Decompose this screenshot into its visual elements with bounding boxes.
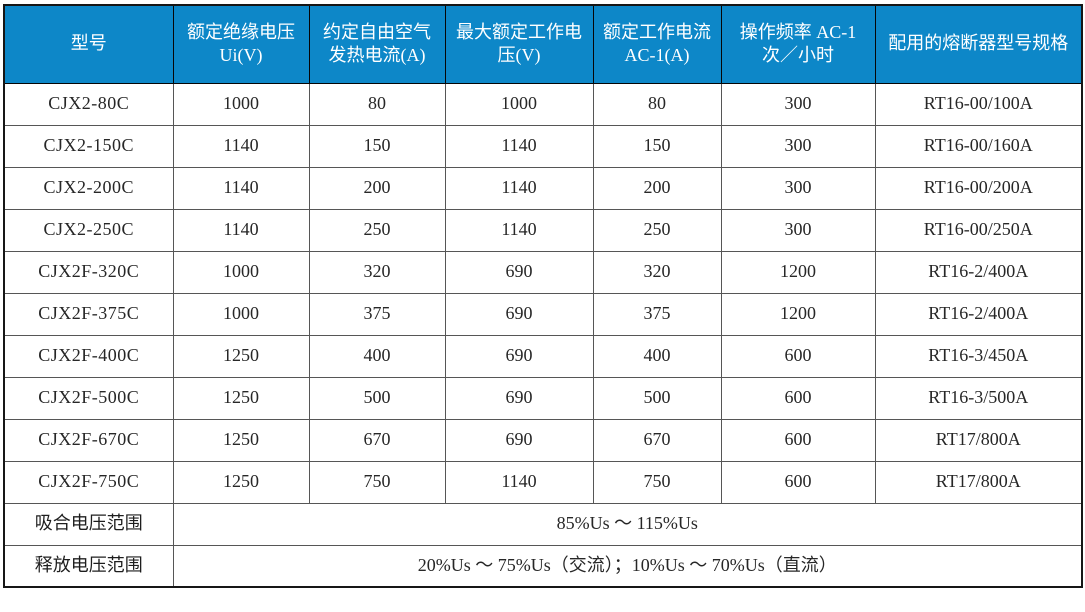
table-row: CJX2-250C 1140 250 1140 250 300 RT16-00/…	[3, 208, 1083, 252]
value-cell: 150	[592, 124, 722, 168]
value-cell: 750	[308, 460, 446, 504]
value-cell: 690	[444, 418, 594, 462]
value-cell: 500	[592, 376, 722, 420]
value-cell: 1000	[444, 82, 594, 126]
release-voltage-label: 释放电压范围	[3, 544, 174, 588]
fuse-spec-cell: RT16-00/160A	[874, 124, 1083, 168]
value-cell: 200	[592, 166, 722, 210]
model-cell: CJX2-200C	[3, 166, 174, 210]
value-cell: 80	[592, 82, 722, 126]
col-header-max-working-voltage: 最大额定工作电压(V)	[444, 4, 594, 84]
value-cell: 690	[444, 292, 594, 336]
model-cell: CJX2-80C	[3, 82, 174, 126]
value-cell: 600	[720, 334, 876, 378]
fuse-spec-cell: RT16-3/450A	[874, 334, 1083, 378]
fuse-spec-cell: RT17/800A	[874, 460, 1083, 504]
header-row: 型号 额定绝缘电压 Ui(V) 约定自由空气发热电流(A) 最大额定工作电压(V…	[3, 4, 1083, 84]
pickup-voltage-label: 吸合电压范围	[3, 502, 174, 546]
value-cell: 250	[308, 208, 446, 252]
model-cell: CJX2F-375C	[3, 292, 174, 336]
value-cell: 1250	[172, 418, 310, 462]
table-row: CJX2-200C 1140 200 1140 200 300 RT16-00/…	[3, 166, 1083, 210]
value-cell: 400	[592, 334, 722, 378]
value-cell: 1250	[172, 334, 310, 378]
fuse-spec-cell: RT17/800A	[874, 418, 1083, 462]
value-cell: 600	[720, 460, 876, 504]
value-cell: 375	[308, 292, 446, 336]
fuse-spec-cell: RT16-00/200A	[874, 166, 1083, 210]
value-cell: 1000	[172, 250, 310, 294]
value-cell: 300	[720, 208, 876, 252]
model-cell: CJX2-150C	[3, 124, 174, 168]
value-cell: 670	[308, 418, 446, 462]
value-cell: 600	[720, 376, 876, 420]
value-cell: 1140	[444, 166, 594, 210]
value-cell: 200	[308, 166, 446, 210]
col-header-rated-working-current: 额定工作电流 AC-1(A)	[592, 4, 722, 84]
value-cell: 320	[308, 250, 446, 294]
value-cell: 1250	[172, 460, 310, 504]
value-cell: 150	[308, 124, 446, 168]
model-cell: CJX2F-750C	[3, 460, 174, 504]
value-cell: 375	[592, 292, 722, 336]
col-header-rated-insulation-voltage: 额定绝缘电压 Ui(V)	[172, 4, 310, 84]
value-cell: 500	[308, 376, 446, 420]
value-cell: 690	[444, 376, 594, 420]
value-cell: 1140	[444, 208, 594, 252]
col-header-model: 型号	[3, 4, 174, 84]
value-cell: 300	[720, 166, 876, 210]
col-header-conventional-thermal-current: 约定自由空气发热电流(A)	[308, 4, 446, 84]
fuse-spec-cell: RT16-3/500A	[874, 376, 1083, 420]
value-cell: 300	[720, 82, 876, 126]
model-cell: CJX2-250C	[3, 208, 174, 252]
contactor-spec-table: 型号 额定绝缘电压 Ui(V) 约定自由空气发热电流(A) 最大额定工作电压(V…	[3, 4, 1083, 588]
table-row: CJX2F-500C 1250 500 690 500 600 RT16-3/5…	[3, 376, 1083, 420]
table-row: CJX2-80C 1000 80 1000 80 300 RT16-00/100…	[3, 82, 1083, 126]
value-cell: 1200	[720, 292, 876, 336]
pickup-voltage-value: 85%Us ～ 115%Us	[172, 502, 1083, 546]
table-row: CJX2F-670C 1250 670 690 670 600 RT17/800…	[3, 418, 1083, 462]
value-cell: 600	[720, 418, 876, 462]
table-row: CJX2F-750C 1250 750 1140 750 600 RT17/80…	[3, 460, 1083, 504]
col-header-operating-frequency: 操作频率 AC-1 次／小时	[720, 4, 876, 84]
value-cell: 690	[444, 334, 594, 378]
value-cell: 250	[592, 208, 722, 252]
value-cell: 300	[720, 124, 876, 168]
value-cell: 1250	[172, 376, 310, 420]
footer-row-pickup-voltage: 吸合电压范围 85%Us ～ 115%Us	[3, 502, 1083, 546]
value-cell: 1000	[172, 292, 310, 336]
value-cell: 1140	[444, 460, 594, 504]
fuse-spec-cell: RT16-00/100A	[874, 82, 1083, 126]
model-cell: CJX2F-670C	[3, 418, 174, 462]
table-body: CJX2-80C 1000 80 1000 80 300 RT16-00/100…	[3, 82, 1083, 588]
model-cell: CJX2F-400C	[3, 334, 174, 378]
value-cell: 1140	[172, 208, 310, 252]
fuse-spec-cell: RT16-2/400A	[874, 250, 1083, 294]
value-cell: 80	[308, 82, 446, 126]
value-cell: 1140	[172, 124, 310, 168]
table-row: CJX2F-375C 1000 375 690 375 1200 RT16-2/…	[3, 292, 1083, 336]
value-cell: 670	[592, 418, 722, 462]
value-cell: 690	[444, 250, 594, 294]
value-cell: 400	[308, 334, 446, 378]
model-cell: CJX2F-500C	[3, 376, 174, 420]
footer-row-release-voltage: 释放电压范围 20%Us ～ 75%Us（交流）；10%Us ～ 70%Us（直…	[3, 544, 1083, 588]
value-cell: 320	[592, 250, 722, 294]
value-cell: 750	[592, 460, 722, 504]
table-row: CJX2F-320C 1000 320 690 320 1200 RT16-2/…	[3, 250, 1083, 294]
value-cell: 1000	[172, 82, 310, 126]
table-header: 型号 额定绝缘电压 Ui(V) 约定自由空气发热电流(A) 最大额定工作电压(V…	[3, 4, 1083, 84]
fuse-spec-cell: RT16-2/400A	[874, 292, 1083, 336]
value-cell: 1140	[444, 124, 594, 168]
col-header-fuse-spec: 配用的熔断器型号规格	[874, 4, 1083, 84]
model-cell: CJX2F-320C	[3, 250, 174, 294]
release-voltage-value: 20%Us ～ 75%Us（交流）；10%Us ～ 70%Us（直流）	[172, 544, 1083, 588]
table-row: CJX2F-400C 1250 400 690 400 600 RT16-3/4…	[3, 334, 1083, 378]
value-cell: 1140	[172, 166, 310, 210]
value-cell: 1200	[720, 250, 876, 294]
table-row: CJX2-150C 1140 150 1140 150 300 RT16-00/…	[3, 124, 1083, 168]
fuse-spec-cell: RT16-00/250A	[874, 208, 1083, 252]
